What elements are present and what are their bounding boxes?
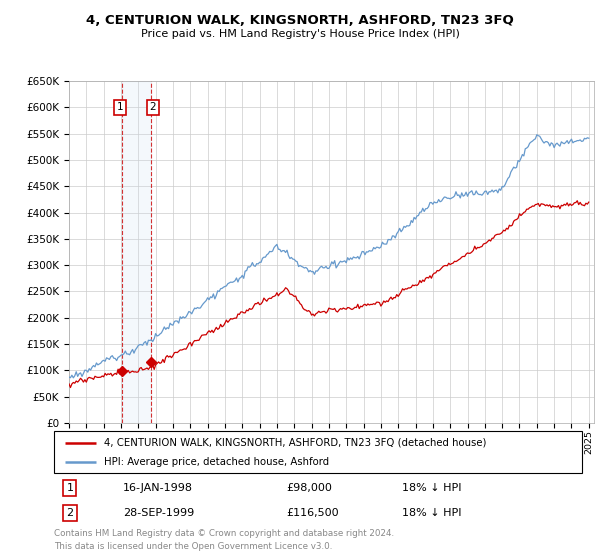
Text: £116,500: £116,500 (286, 508, 339, 518)
Text: 4, CENTURION WALK, KINGSNORTH, ASHFORD, TN23 3FQ: 4, CENTURION WALK, KINGSNORTH, ASHFORD, … (86, 14, 514, 27)
Text: 4, CENTURION WALK, KINGSNORTH, ASHFORD, TN23 3FQ (detached house): 4, CENTURION WALK, KINGSNORTH, ASHFORD, … (104, 437, 487, 447)
Text: 2: 2 (66, 508, 73, 518)
Text: Price paid vs. HM Land Registry's House Price Index (HPI): Price paid vs. HM Land Registry's House … (140, 29, 460, 39)
Text: 16-JAN-1998: 16-JAN-1998 (122, 483, 193, 493)
Text: 28-SEP-1999: 28-SEP-1999 (122, 508, 194, 518)
Text: 18% ↓ HPI: 18% ↓ HPI (403, 508, 462, 518)
Text: 18% ↓ HPI: 18% ↓ HPI (403, 483, 462, 493)
Bar (122, 81, 151, 423)
Text: HPI: Average price, detached house, Ashford: HPI: Average price, detached house, Ashf… (104, 457, 329, 467)
Text: 1: 1 (117, 102, 124, 113)
Text: Contains HM Land Registry data © Crown copyright and database right 2024.
This d: Contains HM Land Registry data © Crown c… (54, 529, 394, 550)
Text: 1: 1 (67, 483, 73, 493)
Text: £98,000: £98,000 (286, 483, 332, 493)
FancyBboxPatch shape (54, 431, 582, 473)
Text: 2: 2 (149, 102, 156, 113)
